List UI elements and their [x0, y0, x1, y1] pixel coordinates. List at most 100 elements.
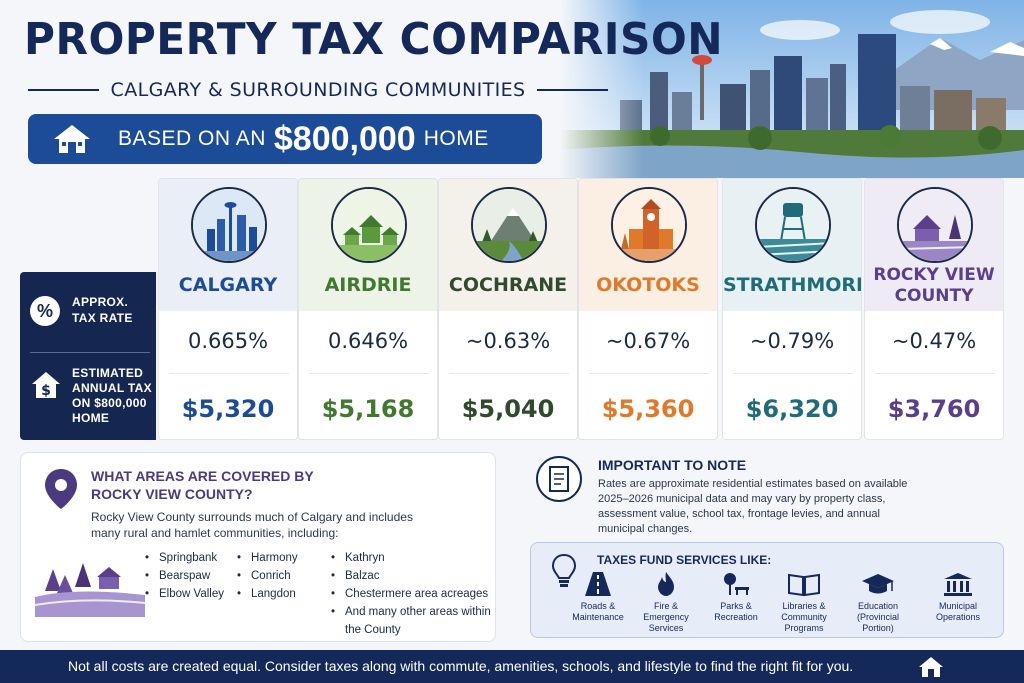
service-label: Libraries & Community Programs — [781, 601, 827, 633]
tax-rate-label-row: % APPROX. TAX RATE — [20, 286, 156, 346]
park-icon — [724, 573, 749, 595]
annual-tax-value: $5,320 — [181, 395, 275, 423]
houses-icon — [331, 187, 407, 263]
document-icon — [536, 456, 582, 502]
barn-tree-icon — [897, 187, 973, 263]
service-label: Municipal Operations — [935, 601, 981, 622]
community-card-rocky-view-county: ROCKY VIEW COUNTY ~0.47% $3,760 — [864, 178, 1004, 440]
areas-list-3: Kathryn Balzac Chestermere area acreages… — [331, 549, 491, 639]
note-title: IMPORTANT TO NOTE — [598, 457, 747, 473]
svg-text:$: $ — [41, 383, 51, 399]
tax-rate-value: ~0.79% — [749, 329, 835, 353]
page-subtitle: CALGARY & SURROUNDING COMMUNITIES — [110, 79, 526, 101]
list-item: Chestermere area acreages — [331, 585, 491, 603]
service-municipal: Municipal Operations — [923, 571, 993, 623]
service-education: Education (Provincial Portion) — [843, 571, 913, 634]
service-label: Parks & Recreation — [714, 601, 758, 622]
services-title: TAXES FUND SERVICES LIKE: — [597, 553, 772, 567]
service-libraries: Libraries & Community Programs — [769, 571, 839, 634]
house-icon — [54, 125, 90, 153]
community-name: OKOTOKS — [596, 274, 700, 296]
subtitle-divider-left — [28, 89, 99, 91]
list-item: And many other areas within the County — [331, 603, 491, 639]
community-name: STRATHMORE — [723, 274, 862, 296]
book-icon — [788, 573, 820, 597]
community-card-okotoks: OKOTOKS ~0.67% $5,360 — [578, 178, 718, 440]
lightbulb-icon — [551, 553, 577, 587]
service-label: Fire & Emergency Services — [643, 601, 689, 633]
community-card-calgary: CALGARY 0.665% $5,320 — [158, 178, 298, 440]
service-label: Roads & Maintenance — [572, 601, 624, 622]
service-roads: Roads & Maintenance — [563, 571, 633, 623]
list-item: Bearspaw — [145, 567, 224, 585]
card-divider — [875, 373, 995, 374]
page-title: PROPERTY TAX COMPARISON — [24, 14, 724, 65]
list-item: Langdon — [237, 585, 298, 603]
subtitle-row: CALGARY & SURROUNDING COMMUNITIES — [28, 76, 609, 104]
areas-list-1: Springbank Bearspaw Elbow Valley — [145, 549, 224, 603]
community-card-airdrie: AIRDRIE 0.646% $5,168 — [298, 178, 438, 440]
location-pin-icon — [45, 469, 77, 509]
rocky-view-title: WHAT AREAS ARE COVERED BY ROCKY VIEW COU… — [91, 468, 314, 502]
footer-bar: Not all costs are created equal. Conside… — [0, 650, 1024, 683]
rural-scene-icon — [35, 563, 145, 617]
rocky-view-areas-card: WHAT AREAS ARE COVERED BY ROCKY VIEW COU… — [20, 452, 496, 642]
community-name: CALGARY — [178, 274, 278, 296]
community-card-cochrane: COCHRANE ~0.63% $5,040 — [438, 178, 578, 440]
calgary-skyline-icon — [191, 187, 267, 263]
tax-rate-value: 0.665% — [187, 329, 269, 353]
annual-tax-value: $5,168 — [321, 395, 415, 423]
annual-tax-value: $5,040 — [461, 395, 555, 423]
banner-amount: $800,000 — [273, 119, 416, 158]
list-item: Harmony — [237, 549, 298, 567]
tax-rate-value: ~0.63% — [465, 329, 551, 353]
card-divider — [589, 373, 709, 374]
home-value-banner: BASED ON AN $800,000 HOME — [28, 114, 542, 164]
list-item: Conrich — [237, 567, 298, 585]
tax-rate-value: ~0.67% — [605, 329, 691, 353]
community-name: COCHRANE — [448, 274, 568, 296]
community-name: ROCKY VIEW COUNTY — [873, 265, 995, 306]
annual-tax-value: $3,760 — [887, 395, 981, 423]
annual-tax-value: $6,320 — [745, 395, 839, 423]
areas-list-2: Harmony Conrich Langdon — [237, 549, 298, 603]
list-item: Balzac — [331, 567, 491, 585]
road-icon — [585, 572, 611, 596]
card-divider — [733, 373, 853, 374]
subtitle-divider-right — [537, 89, 609, 91]
annual-tax-label-row: $ ESTIMATED ANNUAL TAX ON $800,000 HOME — [20, 364, 156, 434]
house-dollar-icon: $ — [32, 372, 60, 399]
list-item: Elbow Valley — [145, 585, 224, 603]
tax-rate-value: ~0.47% — [891, 329, 977, 353]
note-text: Rates are approximate residential estima… — [598, 478, 908, 535]
community-name: AIRDRIE — [324, 274, 412, 296]
footer-text: Not all costs are created equal. Conside… — [68, 658, 854, 674]
water-tower-icon — [755, 187, 831, 263]
percent-icon: % — [30, 296, 60, 326]
city-skyline-illustration — [560, 0, 1024, 178]
annual-tax-value: $5,360 — [601, 395, 695, 423]
graduation-cap-icon — [862, 574, 894, 594]
tax-rate-label: APPROX. TAX RATE — [72, 295, 133, 325]
tax-rate-value: 0.646% — [327, 329, 409, 353]
list-item: Kathryn — [331, 549, 491, 567]
service-fire: Fire & Emergency Services — [631, 571, 701, 634]
row-labels-panel: % APPROX. TAX RATE $ ESTIMATED ANNUAL TA… — [20, 272, 156, 440]
card-divider — [449, 373, 569, 374]
services-panel: TAXES FUND SERVICES LIKE: Roads & Mainte… — [530, 542, 1004, 638]
service-parks: Parks & Recreation — [701, 571, 771, 623]
mountain-river-icon — [471, 187, 547, 263]
banner-suffix: HOME — [423, 127, 489, 150]
community-card-strathmore: STRATHMORE ~0.79% $6,320 — [722, 178, 862, 440]
clock-tower-icon — [611, 187, 687, 263]
house-icon — [919, 657, 943, 677]
service-label: Education (Provincial Portion) — [856, 601, 899, 633]
building-icon — [944, 573, 972, 596]
rocky-view-description: Rocky View County surrounds much of Calg… — [91, 510, 413, 540]
card-divider — [169, 373, 289, 374]
label-divider — [30, 352, 150, 353]
banner-prefix: BASED ON AN — [118, 127, 266, 150]
list-item: Springbank — [145, 549, 224, 567]
card-divider — [309, 373, 429, 374]
fire-icon — [658, 572, 674, 596]
